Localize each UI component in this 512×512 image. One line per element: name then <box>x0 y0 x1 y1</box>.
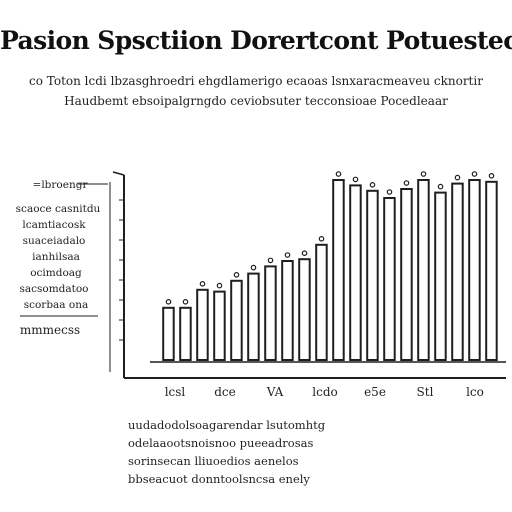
bar-cap-marker <box>250 264 257 271</box>
bar-cap-marker <box>165 298 172 305</box>
bar-cap-marker <box>488 173 495 179</box>
bar-cap-marker <box>318 236 325 242</box>
bar <box>247 272 260 362</box>
bar-cap-marker <box>216 282 223 289</box>
legend-entry: mmmecss <box>20 323 80 337</box>
bar-cap-marker <box>403 180 410 186</box>
bar-cap-marker <box>471 171 478 177</box>
bar-cap-marker <box>386 189 393 195</box>
chart-title: Pasion Spsctiion Dorertcont Potuestec <box>0 26 512 55</box>
bar-cap-marker <box>369 182 376 188</box>
legend-entry: lcamtiacosk <box>22 219 86 231</box>
bar <box>264 265 277 361</box>
bar <box>434 191 447 361</box>
x-tick-labels: lcsl dce VA lcdo e5e Stl lco <box>165 385 484 399</box>
footer-note-line-1: uudadodolsoagarendar lsutomhtg <box>128 418 326 432</box>
legend: =lbroengr scaoce casnitdu lcamtiacosk suace… <box>16 179 108 337</box>
bar-cap-marker <box>233 271 240 278</box>
bar-cap-marker <box>199 280 206 287</box>
chart-subtitle-line-2: Haudbemt ebsoipalgrngdo ceviobsuter tecc… <box>64 94 448 108</box>
chart-subtitle-line-1: co Toton lcdi lbzasghroedri ehgdlamerigo… <box>29 74 483 88</box>
bar-cap-marker <box>284 252 291 258</box>
legend-entry: =lbroengr <box>33 179 89 191</box>
bar-cap-marker <box>267 257 274 264</box>
bar <box>196 288 209 361</box>
bar-cap-marker <box>301 250 308 257</box>
legend-entry: scaoce casnitdu <box>16 203 101 215</box>
x-tick-label: e5e <box>364 385 386 399</box>
x-tick-label: lcdo <box>312 385 337 399</box>
bar <box>400 188 413 361</box>
x-tick-label: dce <box>214 385 236 399</box>
bar <box>451 182 464 361</box>
legend-entry: ocimdoag <box>30 267 82 279</box>
bar-cap-marker <box>335 171 342 177</box>
bar-cap-marker <box>454 174 461 181</box>
legend-entry: sacsomdatoo <box>19 283 88 295</box>
footer-note-line-2: odelaaootsnoisnoo pueeadrosas <box>128 436 314 450</box>
bar <box>162 306 175 361</box>
bar <box>332 179 345 361</box>
bar <box>315 243 328 361</box>
bar-cap-marker <box>420 171 427 177</box>
bar <box>179 306 192 361</box>
bar <box>298 258 311 362</box>
bar <box>485 180 498 361</box>
bar-cap-marker <box>182 298 189 305</box>
x-tick-label: VA <box>266 385 284 399</box>
chart-axes <box>109 171 506 379</box>
legend-entry: ianhilsaa <box>32 251 80 263</box>
bar-cap-marker <box>352 176 359 183</box>
y-axis-cap <box>112 171 125 176</box>
bar <box>417 179 430 361</box>
bar-cap-marker <box>437 183 444 190</box>
legend-entry: scorbaa ona <box>24 299 89 311</box>
bar <box>213 290 226 362</box>
bar <box>230 279 243 361</box>
bar <box>366 189 379 361</box>
x-tick-label: lcsl <box>165 385 186 399</box>
footer-note-line-4: bbseacuot donntoolsncsa enely <box>128 472 310 486</box>
x-tick-label: lco <box>466 385 484 399</box>
bar-series <box>162 171 498 362</box>
bar <box>281 260 294 361</box>
legend-entry: suaceiadalo <box>23 235 86 247</box>
footer-note-line-3: sorinsecan lliuoedios aenelos <box>128 454 299 468</box>
bar <box>468 179 481 361</box>
bar <box>349 184 362 361</box>
x-tick-label: Stl <box>417 385 434 399</box>
bar <box>383 197 396 361</box>
